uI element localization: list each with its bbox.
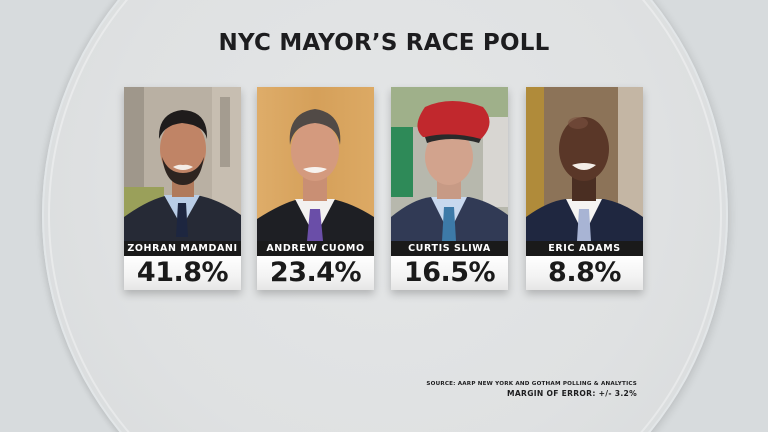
background-ring	[48, 0, 722, 432]
source-text: SOURCE: AARP NEW YORK AND GOTHAM POLLING…	[426, 381, 637, 387]
candidate-percent: 8.8%	[526, 256, 643, 290]
candidate-percent: 41.8%	[124, 256, 241, 290]
portrait-adams-image	[526, 87, 643, 241]
portrait-mamdani-image	[124, 87, 241, 241]
candidate-photo	[526, 87, 643, 241]
candidate-card-mamdani: ZOHRAN MAMDANI 41.8%	[124, 87, 241, 290]
page-title: NYC MAYOR’S RACE POLL	[218, 30, 550, 56]
margin-of-error: MARGIN OF ERROR: +/- 3.2%	[507, 389, 637, 398]
candidate-percent: 23.4%	[257, 256, 374, 290]
candidate-name: CURTIS SLIWA	[391, 241, 508, 256]
poll-source: SOURCE: AARP NEW YORK AND GOTHAM POLLING…	[426, 381, 637, 398]
portrait-cuomo-image	[257, 87, 374, 241]
candidate-card-adams: ERIC ADAMS 8.8%	[526, 87, 643, 290]
candidate-card-cuomo: ANDREW CUOMO 23.4%	[257, 87, 374, 290]
candidate-photo	[124, 87, 241, 241]
candidate-name: ANDREW CUOMO	[257, 241, 374, 256]
candidate-name: ERIC ADAMS	[526, 241, 643, 256]
portrait-sliwa-image	[391, 87, 508, 241]
candidate-percent: 16.5%	[391, 256, 508, 290]
candidate-card-sliwa: CURTIS SLIWA 16.5%	[391, 87, 508, 290]
candidate-photo	[391, 87, 508, 241]
candidate-photo	[257, 87, 374, 241]
candidate-name: ZOHRAN MAMDANI	[124, 241, 241, 256]
